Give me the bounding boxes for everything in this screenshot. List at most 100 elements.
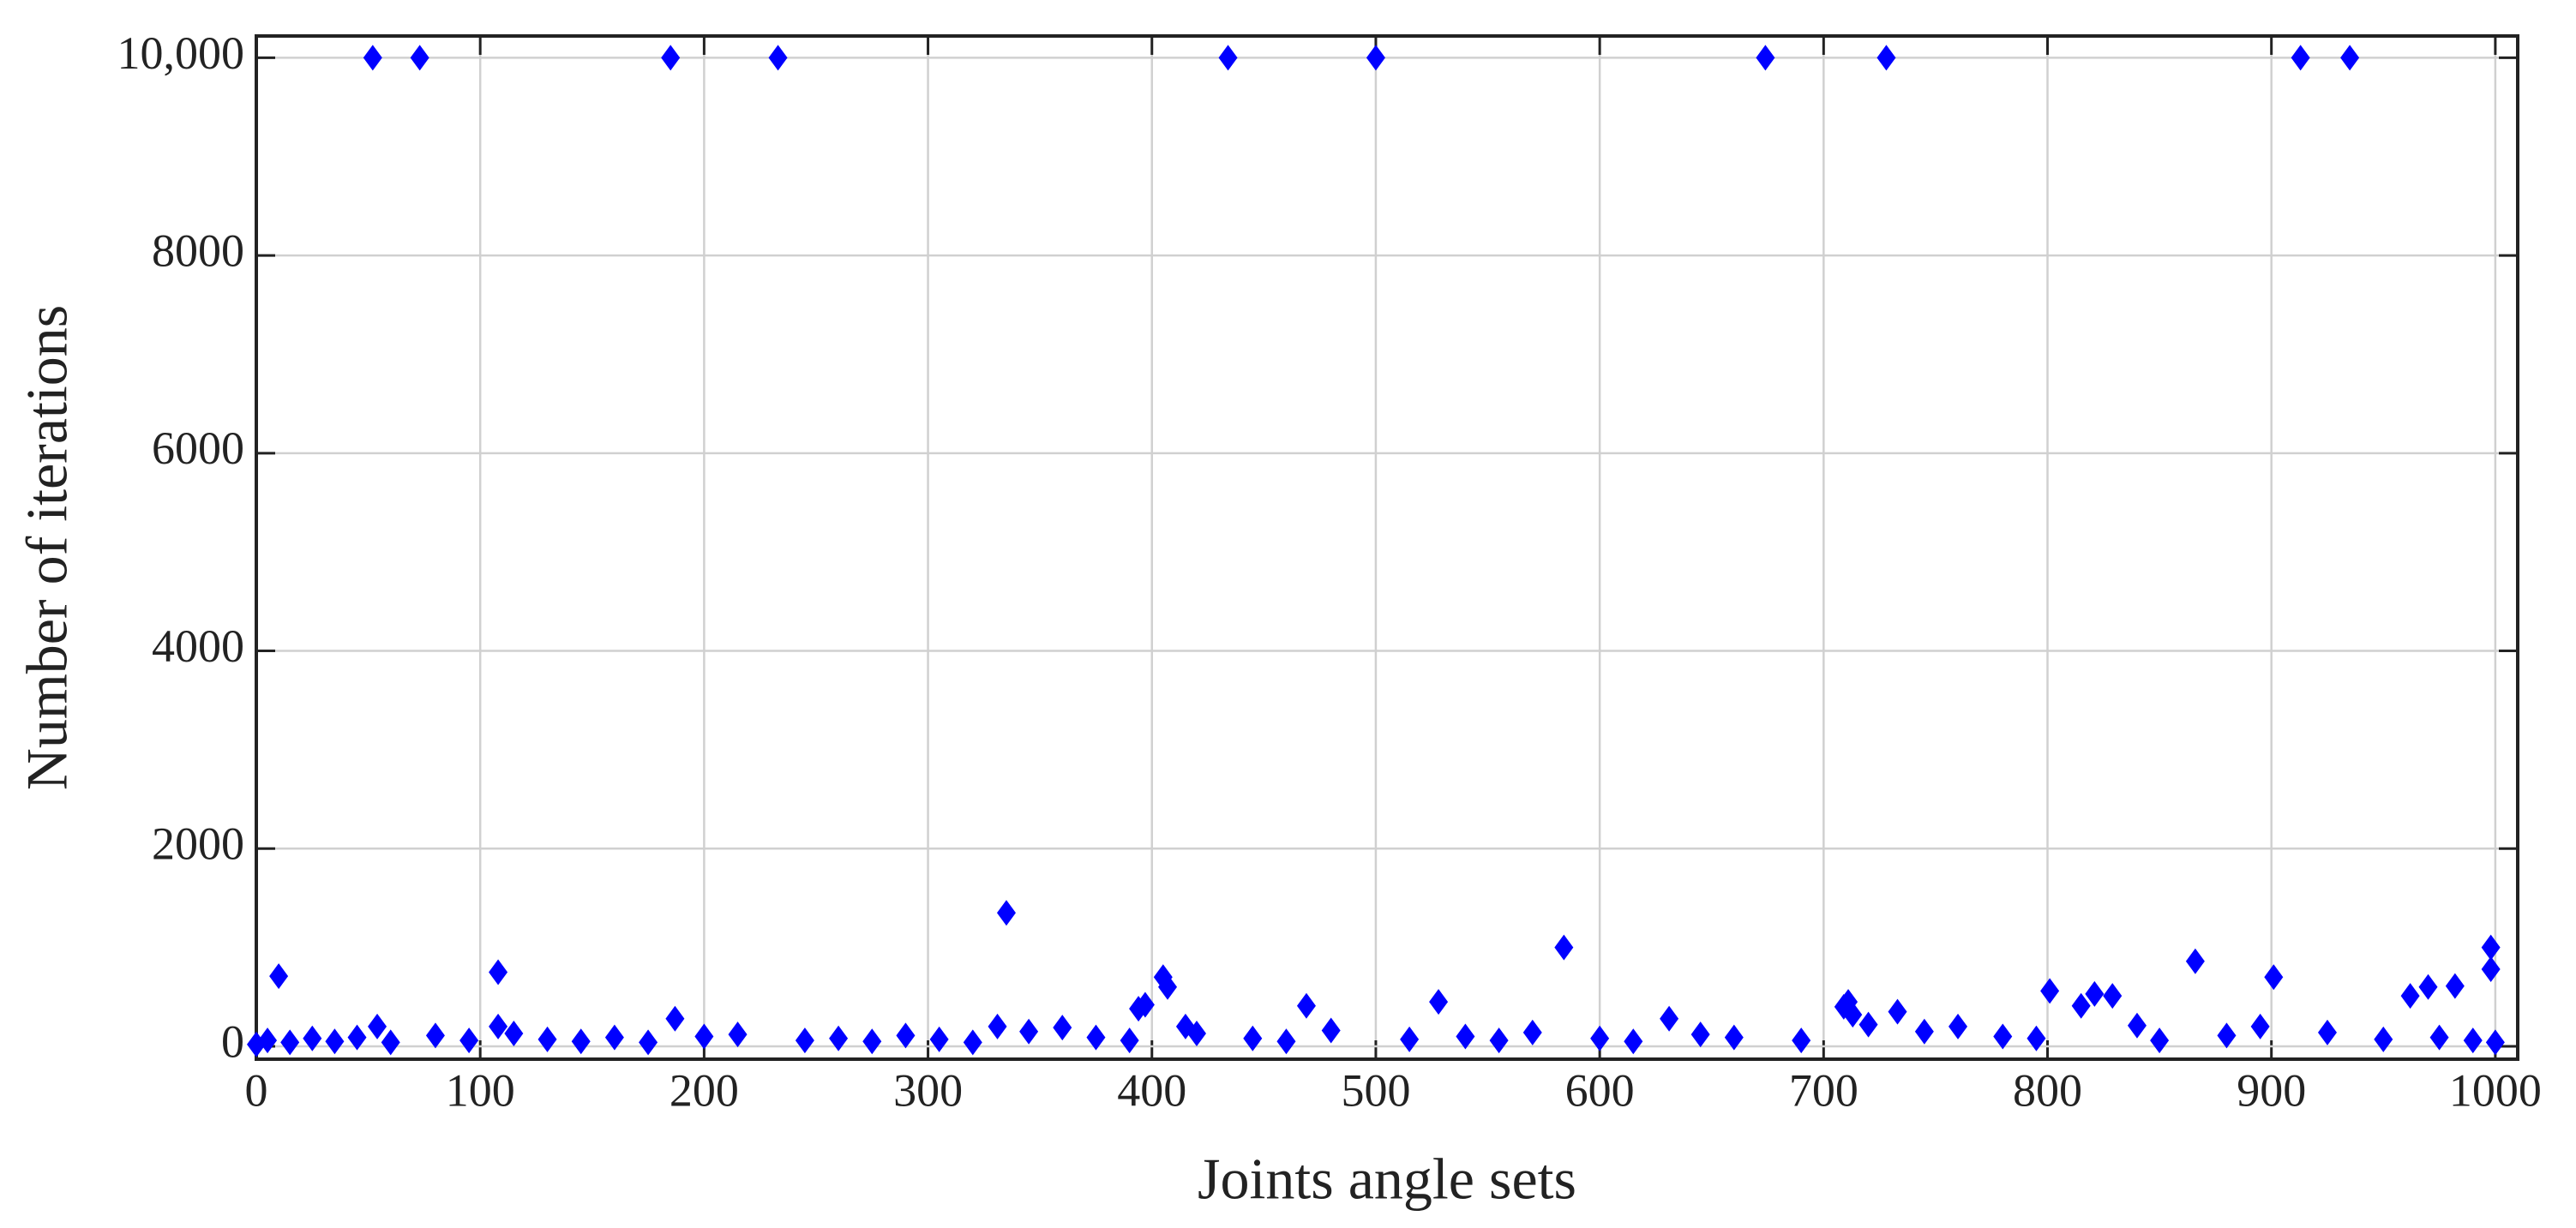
point bbox=[768, 45, 788, 71]
point bbox=[996, 900, 1016, 926]
point bbox=[1914, 1018, 1934, 1045]
point bbox=[2264, 964, 2284, 991]
point bbox=[1554, 934, 1574, 961]
point bbox=[410, 45, 429, 71]
x-tick-label: 300 bbox=[893, 1064, 963, 1116]
point bbox=[2085, 980, 2105, 1007]
point bbox=[1276, 1028, 1296, 1055]
point bbox=[1321, 1017, 1341, 1044]
y-tick-label: 8000 bbox=[152, 225, 244, 276]
point bbox=[1993, 1023, 2013, 1050]
point bbox=[425, 1022, 445, 1049]
point bbox=[2150, 1027, 2170, 1054]
plot-frame bbox=[255, 34, 2519, 1061]
point bbox=[639, 1029, 658, 1056]
y-tick-label: 2000 bbox=[152, 818, 244, 870]
point bbox=[2445, 973, 2465, 999]
point bbox=[988, 1013, 1007, 1039]
point bbox=[1186, 1021, 1206, 1047]
point bbox=[2250, 1013, 2270, 1039]
point bbox=[694, 1023, 714, 1050]
point bbox=[795, 1027, 814, 1054]
x-tick-label: 900 bbox=[2237, 1064, 2306, 1116]
point bbox=[604, 1024, 624, 1051]
point bbox=[963, 1029, 982, 1056]
x-tick-label: 500 bbox=[1341, 1064, 1410, 1116]
point bbox=[303, 1025, 322, 1051]
point bbox=[2071, 992, 2091, 1019]
point bbox=[2317, 1019, 2337, 1045]
y-tick-label: 6000 bbox=[152, 422, 244, 474]
point bbox=[1296, 992, 1316, 1019]
point bbox=[1400, 1026, 1420, 1052]
point bbox=[1858, 1011, 1878, 1038]
point bbox=[2127, 1012, 2147, 1039]
point bbox=[2429, 1024, 2449, 1051]
point bbox=[347, 1024, 367, 1051]
point bbox=[1660, 1005, 1679, 1032]
y-tick-label: 4000 bbox=[152, 620, 244, 672]
point bbox=[489, 1013, 508, 1039]
point bbox=[2481, 956, 2501, 983]
point bbox=[1888, 998, 1907, 1025]
point bbox=[665, 1005, 685, 1032]
point bbox=[2463, 1027, 2483, 1054]
point bbox=[2481, 934, 2501, 961]
point bbox=[1366, 45, 1385, 71]
point bbox=[459, 1027, 479, 1054]
point bbox=[728, 1021, 748, 1048]
point bbox=[537, 1026, 557, 1052]
point bbox=[1756, 45, 1775, 71]
x-tick-label: 200 bbox=[670, 1064, 739, 1116]
point bbox=[1456, 1023, 1475, 1050]
point bbox=[258, 1027, 278, 1054]
point bbox=[1489, 1027, 1509, 1054]
point bbox=[2103, 983, 2123, 1009]
point bbox=[1843, 1002, 1863, 1028]
point bbox=[1158, 973, 1178, 1000]
point bbox=[896, 1022, 916, 1049]
point bbox=[571, 1028, 591, 1055]
point bbox=[381, 1029, 400, 1056]
point bbox=[325, 1028, 345, 1055]
point bbox=[2027, 1025, 2046, 1051]
point bbox=[280, 1029, 300, 1056]
point bbox=[929, 1026, 949, 1052]
point bbox=[1724, 1024, 1744, 1051]
point bbox=[1690, 1021, 1710, 1048]
point bbox=[1590, 1025, 1610, 1051]
x-tick-label: 1000 bbox=[2449, 1064, 2542, 1116]
x-tick-label: 100 bbox=[446, 1064, 515, 1116]
point bbox=[2340, 45, 2360, 71]
point bbox=[2291, 45, 2310, 71]
point bbox=[1429, 989, 1449, 1015]
point bbox=[2185, 948, 2205, 974]
x-tick-label: 400 bbox=[1117, 1064, 1186, 1116]
x-tick-label: 800 bbox=[2013, 1064, 2082, 1116]
point bbox=[1949, 1013, 1968, 1039]
point bbox=[1053, 1015, 1072, 1041]
point bbox=[2217, 1022, 2237, 1049]
point bbox=[2400, 983, 2420, 1009]
point bbox=[829, 1025, 849, 1051]
point bbox=[862, 1028, 882, 1055]
y-tick-label: 0 bbox=[221, 1015, 244, 1067]
point bbox=[1086, 1024, 1106, 1051]
point bbox=[1792, 1027, 1811, 1054]
point bbox=[1522, 1019, 1542, 1045]
point bbox=[269, 963, 289, 990]
point bbox=[363, 45, 382, 71]
point bbox=[1243, 1025, 1263, 1051]
x-tick-label: 700 bbox=[1789, 1064, 1858, 1116]
point bbox=[661, 45, 681, 71]
point bbox=[1218, 45, 1238, 71]
point bbox=[1019, 1018, 1039, 1045]
point bbox=[2374, 1026, 2393, 1052]
point bbox=[1624, 1028, 1643, 1055]
point bbox=[368, 1013, 387, 1039]
point bbox=[489, 959, 508, 985]
point bbox=[2485, 1029, 2505, 1056]
y-axis-label: Number of iterations bbox=[15, 305, 80, 791]
x-tick-label: 600 bbox=[1565, 1064, 1635, 1116]
